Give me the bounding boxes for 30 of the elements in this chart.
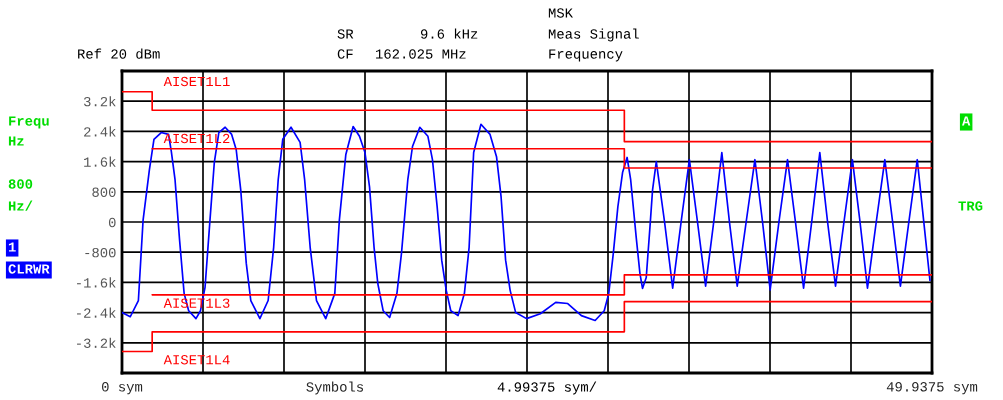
text: TRG [958,201,983,211]
text: CF [337,49,353,59]
text: 800 [8,179,33,189]
x-tick-label: 0 sym [102,382,143,395]
text: Hz/ [8,200,33,211]
y-tick-label: -3.2k [77,337,116,348]
text: 9.6 kHz [420,28,478,39]
y-tick-label: 3.2k [83,96,116,107]
text: Frequency [549,49,623,62]
line-series [122,123,931,322]
y-tick-label: -2.4k [77,307,116,318]
text: MSK [548,8,573,18]
x-axis-title: Symbols [306,381,364,395]
text: 162.025 MHz [376,49,466,59]
text: A [962,116,971,126]
text: 1 [8,242,16,252]
text: Frequ [9,116,49,129]
text: 4.99375 sym/ [497,381,597,395]
y-tick-label: 800 [92,187,116,197]
y-tick-label: -1.6k [77,277,116,288]
text: Hz [8,136,24,146]
y-tick-label: 2.4k [84,126,116,137]
text: Meas Signal [548,28,639,42]
y-tick-label: 0 [108,217,116,228]
text: Ref 20 dBm [78,48,160,59]
y-tick-label: -800 [85,247,116,258]
text: CLRWR [8,264,50,274]
text: SR [337,29,354,39]
x-tick-label: 49.9375 sym [886,382,978,395]
y-tick-label: 1.6k [84,156,116,167]
